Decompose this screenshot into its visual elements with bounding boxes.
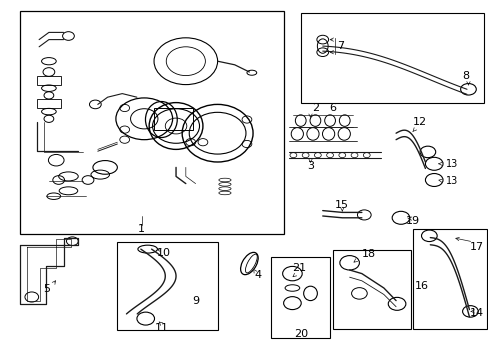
Bar — [332, 250, 410, 329]
Text: 21: 21 — [292, 263, 305, 273]
Text: 14: 14 — [469, 308, 483, 318]
Text: 17: 17 — [469, 242, 483, 252]
Text: 7: 7 — [337, 41, 344, 51]
Text: 1: 1 — [138, 224, 145, 234]
Text: 5: 5 — [43, 284, 50, 294]
Text: 9: 9 — [192, 296, 199, 306]
Text: 18: 18 — [362, 249, 375, 259]
Text: 4: 4 — [254, 270, 261, 280]
Text: 8: 8 — [461, 71, 468, 81]
Text: 16: 16 — [414, 281, 427, 291]
Text: 13: 13 — [445, 176, 457, 186]
Bar — [37, 76, 61, 85]
Text: 12: 12 — [412, 117, 426, 127]
Text: 2: 2 — [311, 103, 318, 113]
Bar — [412, 229, 486, 329]
Bar — [37, 99, 61, 108]
Text: 20: 20 — [293, 329, 307, 339]
Bar — [20, 11, 283, 234]
Bar — [117, 242, 217, 330]
Text: 15: 15 — [335, 200, 348, 210]
Text: 13: 13 — [445, 159, 457, 169]
Text: 11: 11 — [154, 323, 168, 333]
Bar — [300, 13, 483, 103]
Text: 19: 19 — [406, 216, 419, 226]
Bar — [271, 257, 329, 338]
Bar — [154, 108, 193, 130]
Text: 6: 6 — [328, 103, 335, 113]
Text: 10: 10 — [157, 248, 170, 258]
Text: 3: 3 — [306, 161, 313, 171]
